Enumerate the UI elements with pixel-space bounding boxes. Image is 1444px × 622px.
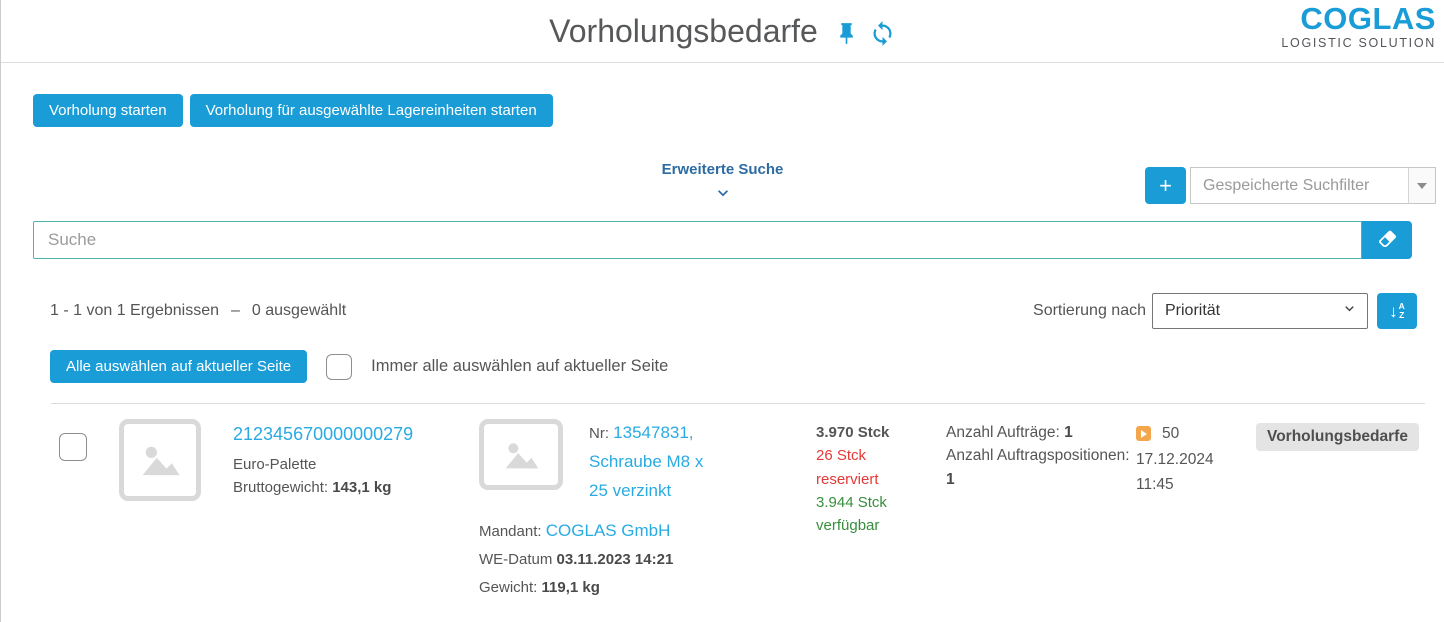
stock-reserved: 26 Stck reserviert <box>816 447 879 488</box>
order-positions-count: Anzahl Auftragspositionen: 1 <box>946 447 1130 488</box>
refresh-icon[interactable] <box>869 20 896 47</box>
row-checkbox[interactable] <box>59 433 87 461</box>
start-vorholung-selected-button[interactable]: Vorholung für ausgewählte Lagereinheiten… <box>189 94 553 127</box>
sort-select[interactable]: Priorität <box>1152 293 1368 329</box>
article-image-placeholder <box>479 419 563 490</box>
stock-cell: 3.970 Stck 26 Stck reserviert 3.944 Stck… <box>816 416 926 537</box>
results-dash: – <box>231 302 240 319</box>
start-vorholung-button[interactable]: Vorholung starten <box>33 94 183 127</box>
stock-available: 3.944 Stck verfügbar <box>816 493 887 534</box>
chevron-down-icon[interactable] <box>713 183 733 208</box>
chevron-down-icon <box>1341 300 1358 322</box>
orders-cell: Anzahl Aufträge: 1 Anzahl Auftragspositi… <box>946 416 1136 491</box>
article-cell: Nr: 13547831, Schraube M8 x 25 verzinkt … <box>479 416 816 602</box>
unit-gross-weight: Bruttogewicht: 143,1 kg <box>233 479 392 497</box>
page-title: Vorholungsbedarfe <box>549 12 818 49</box>
always-select-checkbox[interactable] <box>326 353 353 380</box>
unit-cell: 212345670000000279 Euro-Palette Bruttoge… <box>233 416 479 499</box>
unit-type: Euro-Palette <box>233 455 317 473</box>
client-line: Mandant: COGLAS GmbH <box>479 520 671 540</box>
pin-icon[interactable] <box>834 21 859 46</box>
clear-search-button[interactable] <box>1362 221 1412 259</box>
image-placeholder-icon <box>505 442 539 468</box>
select-all-button[interactable]: Alle auswählen auf aktueller Seite <box>50 350 308 383</box>
search-input[interactable] <box>33 221 1362 259</box>
row-date: 17.12.2024 <box>1136 450 1214 468</box>
search-bar <box>33 221 1412 259</box>
sort-icon: ↓ <box>1389 301 1398 321</box>
image-placeholder-icon <box>142 446 180 476</box>
list-divider <box>51 403 1425 404</box>
results-summary: 1 - 1 von 1 Ergebnissen – 0 ausgewählt <box>50 302 346 320</box>
eraser-icon <box>1377 228 1398 252</box>
sort-select-value: Priorität <box>1165 302 1221 319</box>
client-link[interactable]: COGLAS GmbH <box>545 520 671 540</box>
logo-name: COGLAS <box>1300 1 1436 36</box>
page-header: Vorholungsbedarfe COGLAS LOGISTIC SOLUTI… <box>1 0 1444 63</box>
advanced-search-label: Erweiterte Suche <box>661 161 784 178</box>
sort-controls: Sortierung nach Priorität ↓ A Z <box>1033 293 1417 329</box>
unit-image-placeholder <box>119 419 201 501</box>
orders-count: Anzahl Aufträge: 1 <box>946 424 1073 441</box>
coglas-logo: COGLAS LOGISTIC SOLUTION <box>1281 3 1436 50</box>
advanced-search-row: Erweiterte Suche + Gespeicherte Suchfilt… <box>1 161 1444 219</box>
dropdown-arrow-icon[interactable] <box>1408 168 1435 203</box>
receipt-date-line: WE-Datum 03.11.2023 14:21 <box>479 551 674 569</box>
row-time: 11:45 <box>1136 476 1174 494</box>
results-row: 1 - 1 von 1 Ergebnissen – 0 ausgewählt S… <box>50 293 1417 329</box>
always-select-label: Immer alle auswählen auf aktueller Seite <box>371 357 669 375</box>
priority-play-icon <box>1136 426 1151 442</box>
priority-cell: 50 17.12.2024 11:45 <box>1136 416 1256 498</box>
stock-total: 3.970 Stck <box>816 424 890 441</box>
toolbar: Vorholung starten Vorholung für ausgewäh… <box>33 94 1412 127</box>
saved-filter-group: + Gespeicherte Suchfilter <box>1145 167 1436 204</box>
saved-filter-placeholder: Gespeicherte Suchfilter <box>1203 176 1370 194</box>
unit-id-link[interactable]: 212345670000000279 <box>233 424 414 444</box>
priority-value: 50 <box>1162 425 1180 442</box>
results-count: 1 - 1 von 1 Ergebnissen <box>50 302 219 319</box>
add-filter-button[interactable]: + <box>1145 167 1186 204</box>
status-badge: Vorholungsbedarfe <box>1256 423 1419 451</box>
select-all-row: Alle auswählen auf aktueller Seite Immer… <box>50 350 1395 383</box>
logo-tagline: LOGISTIC SOLUTION <box>1281 36 1436 50</box>
advanced-search-toggle[interactable]: Erweiterte Suche <box>1 161 1444 208</box>
weight-line: Gewicht: 119,1 kg <box>479 578 600 596</box>
article-link[interactable]: 13547831, Schraube M8 x 25 verzinkt <box>589 423 704 500</box>
table-row: 212345670000000279 Euro-Palette Bruttoge… <box>59 416 1444 602</box>
article-nr-label: Nr: <box>589 425 609 442</box>
sort-label: Sortierung nach <box>1033 302 1146 319</box>
sort-direction-button[interactable]: ↓ A Z <box>1377 293 1417 329</box>
saved-filter-select[interactable]: Gespeicherte Suchfilter <box>1190 167 1436 204</box>
results-selected: 0 ausgewählt <box>251 302 347 319</box>
